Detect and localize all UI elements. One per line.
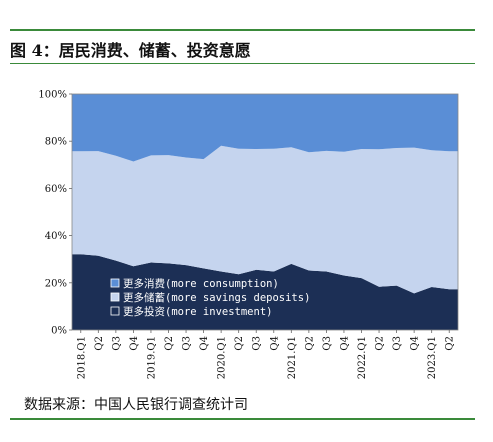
legend-label: 更多储蓄(more savings deposits)	[123, 291, 310, 304]
legend-label: 更多投资(more investment)	[123, 305, 272, 318]
x-tick-label: Q4	[340, 336, 351, 351]
y-tick-label: 40%	[45, 231, 67, 242]
area-savings	[72, 145, 458, 294]
x-tick-label: Q4	[129, 336, 140, 351]
x-tick-label: Q2	[304, 336, 315, 351]
title-rule-bottom	[10, 63, 475, 64]
y-tick-label: 80%	[45, 137, 67, 148]
x-tick-label: 2021.Q1	[287, 336, 298, 379]
x-tick-label: Q3	[111, 336, 122, 351]
area-consumption	[72, 94, 458, 162]
y-tick-label: 0%	[51, 326, 67, 337]
x-tick-label: Q3	[322, 336, 333, 351]
area-investment	[72, 254, 458, 330]
legend-swatch	[110, 306, 120, 316]
legend-consumption: 更多消费(more consumption)	[110, 277, 279, 290]
x-tick-label: Q2	[234, 336, 245, 351]
y-tick-label: 60%	[45, 184, 67, 195]
footer-rule	[10, 418, 475, 420]
x-tick-label: Q4	[199, 336, 210, 351]
plot-frame	[71, 93, 459, 331]
x-tick-label: 2020.Q1	[217, 336, 228, 379]
legend-swatch	[110, 278, 120, 288]
x-tick-label: 2018.Q1	[76, 336, 87, 379]
x-tick-label: 2023.Q1	[427, 336, 438, 379]
figure-title: 图 4：居民消费、储蓄、投资意愿	[10, 41, 251, 60]
x-tick-label: Q2	[94, 336, 105, 351]
legend-investment: 更多投资(more investment)	[110, 305, 272, 318]
y-tick-label: 20%	[45, 278, 67, 289]
legend-label: 更多消费(more consumption)	[123, 277, 279, 290]
x-tick-label: Q2	[445, 336, 456, 351]
source-note: 数据来源：中国人民银行调查统计司	[24, 397, 248, 413]
x-tick-label: Q2	[375, 336, 386, 351]
x-tick-label: Q3	[182, 336, 193, 351]
y-tick-label: 100%	[38, 90, 67, 101]
legend-savings: 更多储蓄(more savings deposits)	[110, 291, 310, 304]
x-tick-label: 2022.Q1	[357, 336, 368, 379]
x-tick-label: 2019.Q1	[147, 336, 158, 379]
title-rule-top	[10, 29, 475, 31]
x-tick-label: Q4	[269, 336, 280, 351]
x-tick-label: Q2	[164, 336, 175, 351]
legend-swatch	[110, 292, 120, 302]
x-tick-label: Q3	[252, 336, 263, 351]
x-tick-label: Q3	[392, 336, 403, 351]
x-tick-label: Q4	[410, 336, 421, 351]
